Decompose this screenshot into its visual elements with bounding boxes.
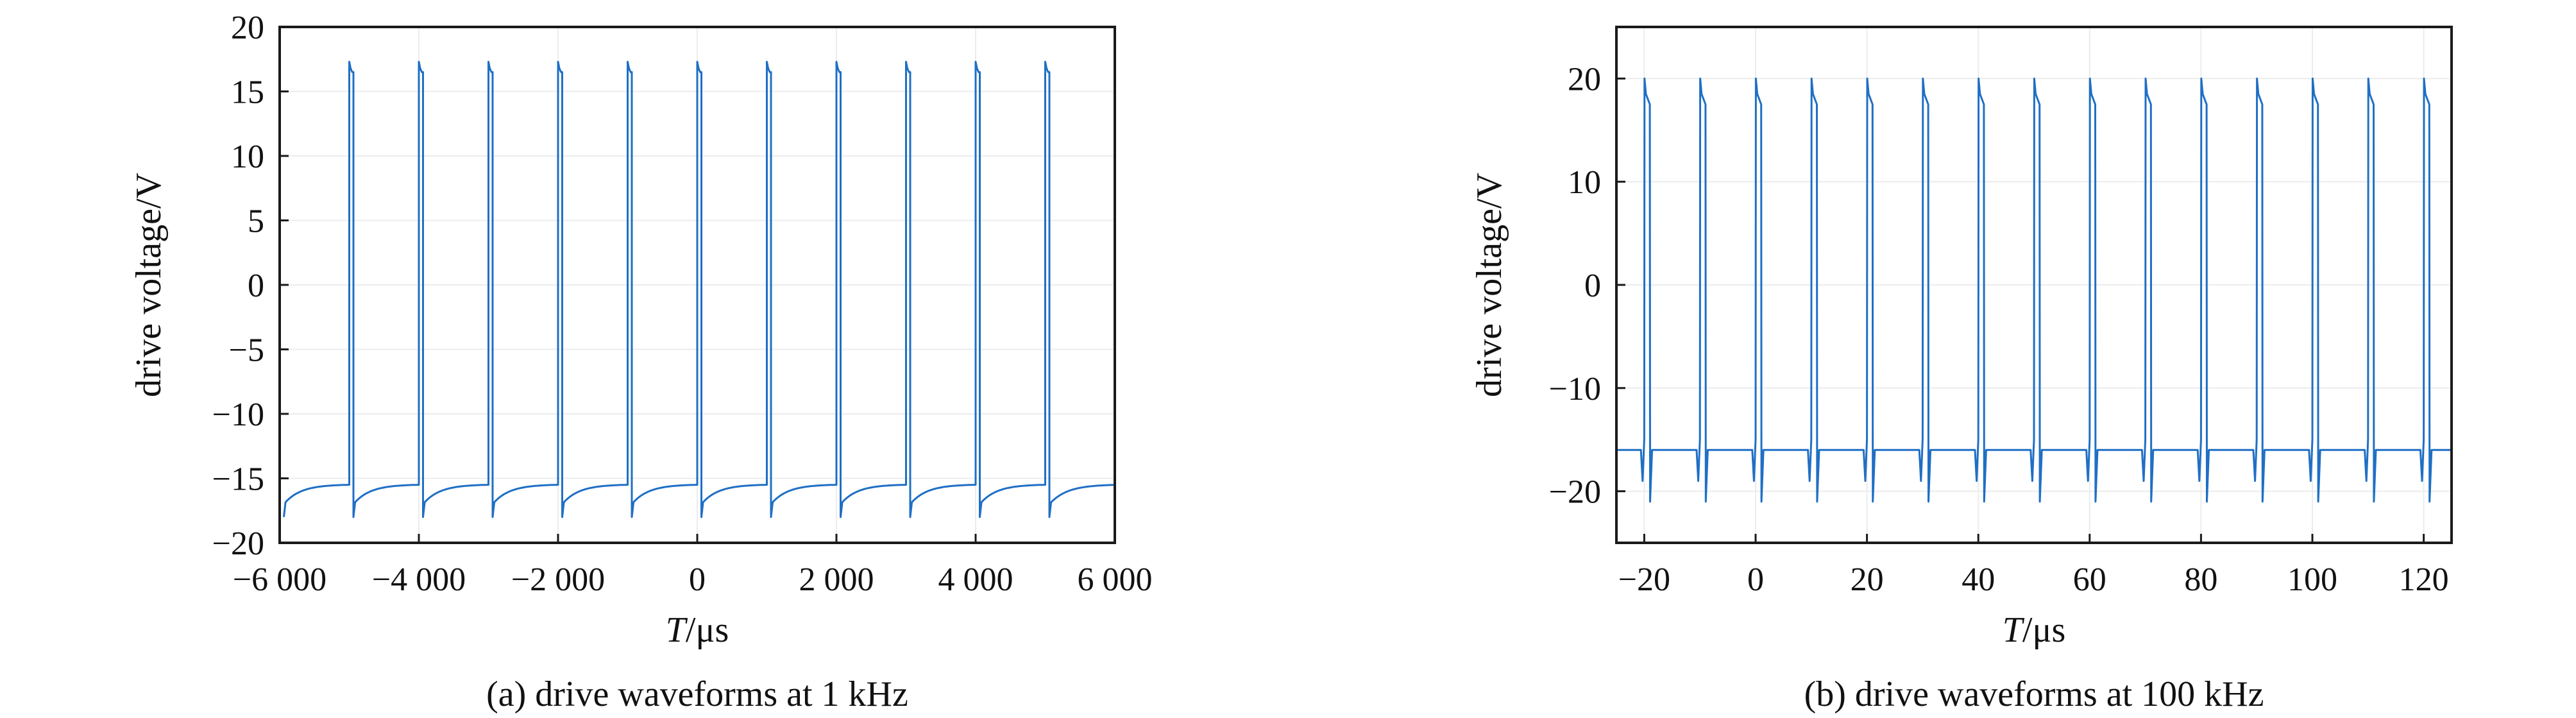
x-tick-label: 2 000	[799, 561, 874, 598]
y-tick-label: 0	[1584, 268, 1601, 304]
y-tick-label: 10	[231, 139, 264, 175]
x-tick-label: 40	[1962, 561, 1995, 598]
y-tick-label: −20	[212, 526, 264, 562]
x-tick-label: 0	[1747, 561, 1764, 598]
chart-a: −6 000 −4 000 −2 000 0 2 000 4 000 6 000 −20 −15…	[129, 10, 1153, 714]
y-tick-label: −15	[212, 461, 264, 498]
x-tick-label: 120	[2399, 561, 2449, 598]
x-tick-label: 80	[2184, 561, 2217, 598]
x-tick-label: −6 000	[233, 561, 326, 598]
figure-caption: (b) drive waveforms at 100 kHz	[1804, 674, 2264, 714]
y-axis-label: drive voltage/V	[129, 173, 169, 397]
y-tick-label: 0	[248, 268, 264, 304]
x-tick-label: 60	[2073, 561, 2106, 598]
x-tick-label: −20	[1618, 561, 1670, 598]
y-axis-label: drive voltage/V	[1470, 173, 1509, 397]
y-tick-label: −20	[1549, 474, 1601, 511]
y-tick-label: −10	[1549, 371, 1601, 407]
y-tick-label: −5	[229, 332, 264, 369]
x-axis-label-unit: /μs	[686, 610, 729, 650]
y-tick-label: 5	[248, 203, 264, 240]
x-axis-label: T/μs	[666, 610, 729, 650]
x-tick-label: 20	[1851, 561, 1884, 598]
y-tick-label: 20	[1568, 61, 1601, 98]
y-tick-label: 15	[231, 74, 264, 111]
x-tick-label: 0	[689, 561, 706, 598]
x-tick-label: −4 000	[372, 561, 466, 598]
x-tick-label: 6 000	[1078, 561, 1153, 598]
x-tick-label: −2 000	[511, 561, 605, 598]
y-tick-label: 10	[1568, 164, 1601, 201]
x-tick-label: 4 000	[938, 561, 1013, 598]
x-axis-label-unit: /μs	[2022, 610, 2065, 650]
figure-caption: (a) drive waveforms at 1 kHz	[486, 674, 908, 714]
x-axis-label-symbol: T	[666, 610, 688, 650]
series-line	[1616, 77, 2452, 503]
y-tick-label: 20	[231, 10, 264, 46]
series-line	[283, 60, 1115, 518]
x-axis-label: T/μs	[2003, 610, 2066, 650]
x-axis-label-symbol: T	[2003, 610, 2025, 650]
chart-b: −20 0 20 40 60 80 100 120 −20 −10 0 10 20 T/μs drive v…	[1470, 26, 2453, 714]
y-tick-label: −10	[212, 397, 264, 433]
x-tick-label: 100	[2287, 561, 2337, 598]
